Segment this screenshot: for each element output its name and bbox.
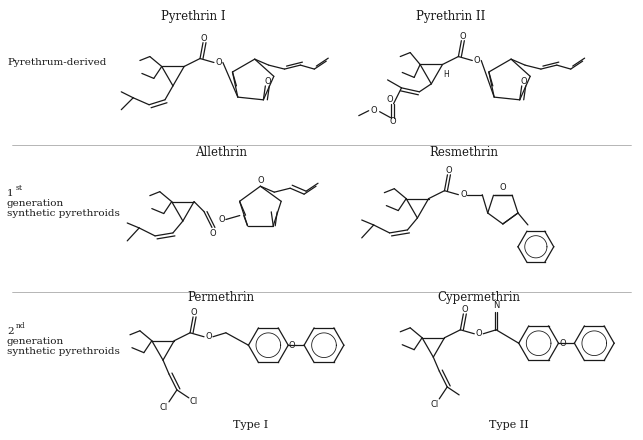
Text: O: O <box>257 176 264 185</box>
Text: N: N <box>493 301 500 311</box>
Text: Cl: Cl <box>160 403 168 412</box>
Text: O: O <box>389 117 396 126</box>
Text: O: O <box>201 34 207 43</box>
Text: O: O <box>219 215 225 224</box>
Text: Pyrethrin II: Pyrethrin II <box>417 10 486 23</box>
Text: Cl: Cl <box>190 397 198 407</box>
Text: O: O <box>476 329 482 338</box>
Text: O: O <box>264 77 271 86</box>
Text: Allethrin: Allethrin <box>195 146 247 159</box>
Text: O: O <box>370 106 377 115</box>
Text: nd: nd <box>16 323 26 330</box>
Text: Type II: Type II <box>489 420 529 430</box>
Text: Type I: Type I <box>233 420 268 430</box>
Text: H: H <box>444 70 449 79</box>
Text: O: O <box>215 58 222 67</box>
Text: O: O <box>559 339 566 348</box>
Text: O: O <box>520 77 527 86</box>
Text: O: O <box>459 32 466 41</box>
Text: Pyrethrum-derived: Pyrethrum-derived <box>7 59 106 67</box>
Text: 1: 1 <box>7 189 14 198</box>
Text: O: O <box>289 341 296 350</box>
Text: Resmethrin: Resmethrin <box>430 146 498 159</box>
Text: Cl: Cl <box>430 400 439 409</box>
Text: st: st <box>16 184 23 192</box>
Text: O: O <box>474 56 480 65</box>
Text: synthetic pyrethroids: synthetic pyrethroids <box>7 347 120 356</box>
Text: Permethrin: Permethrin <box>187 291 254 304</box>
Text: O: O <box>206 332 212 341</box>
Text: O: O <box>191 308 197 317</box>
Text: generation: generation <box>7 198 64 208</box>
Text: O: O <box>210 229 216 238</box>
Text: generation: generation <box>7 337 64 346</box>
Text: Pyrethrin I: Pyrethrin I <box>161 10 225 23</box>
Text: synthetic pyrethroids: synthetic pyrethroids <box>7 209 120 217</box>
Text: O: O <box>500 183 506 192</box>
Text: O: O <box>460 190 467 199</box>
Text: O: O <box>386 95 393 104</box>
Text: Cypermethrin: Cypermethrin <box>437 291 520 304</box>
Text: O: O <box>445 166 452 175</box>
Text: 2: 2 <box>7 327 14 336</box>
Text: O: O <box>461 305 467 315</box>
